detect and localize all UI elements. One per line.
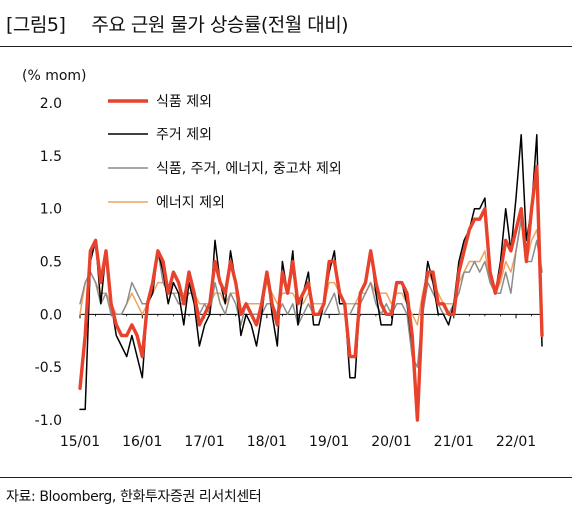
legend-label: 에너지 제외 (156, 195, 225, 211)
figure-title-text: 주요 근원 물가 상승률(전월 대비) (91, 14, 349, 36)
y-tick-label: 1.0 (40, 202, 62, 218)
top-rule (0, 46, 572, 47)
source-note: 자료: Bloomberg, 한화투자증권 리서치센터 (6, 489, 262, 505)
x-tick-label: 21/01 (434, 434, 474, 450)
y-axis-ticks: 2.0 1.5 1.0 0.5 0.0 -0.5 -1.0 (35, 96, 62, 429)
x-tick-label: 17/01 (184, 434, 224, 450)
figure-number: [그림5] (6, 14, 66, 36)
figure-title: [그림5] 주요 근원 물가 상승률(전월 대비) (6, 10, 349, 37)
x-tick-label: 18/01 (247, 434, 287, 450)
y-tick-label: 1.5 (40, 149, 62, 165)
legend-label: 주거 제외 (156, 127, 212, 143)
x-tick-label: 20/01 (371, 434, 411, 450)
legend-label: 식품 제외 (156, 94, 212, 110)
y-tick-label: 0.5 (40, 255, 62, 271)
x-tick-label: 22/01 (496, 434, 536, 450)
x-tick-label: 16/01 (122, 434, 162, 450)
bottom-rule (0, 477, 572, 478)
legend-label: 식품, 주거, 에너지, 중고차 제외 (156, 161, 342, 177)
y-tick-label: 2.0 (40, 96, 62, 112)
x-tick-label: 19/01 (309, 434, 349, 450)
y-tick-label: -1.0 (35, 413, 62, 429)
x-axis: 15/01 16/01 17/01 18/01 19/01 20/01 21/01 22/01 (60, 313, 542, 450)
y-tick-label: 0.0 (40, 307, 62, 323)
series-line-0 (78, 164, 544, 422)
series-line-1 (79, 133, 543, 421)
x-tick-label: 15/01 (60, 434, 100, 450)
series-lines (78, 133, 544, 422)
unit-label: (% mom) (22, 68, 87, 84)
line-chart: (% mom) 2.0 1.5 1.0 0.5 0.0 -0.5 -1.0 15/01 16/… (22, 68, 544, 450)
y-tick-label: -0.5 (35, 360, 62, 376)
